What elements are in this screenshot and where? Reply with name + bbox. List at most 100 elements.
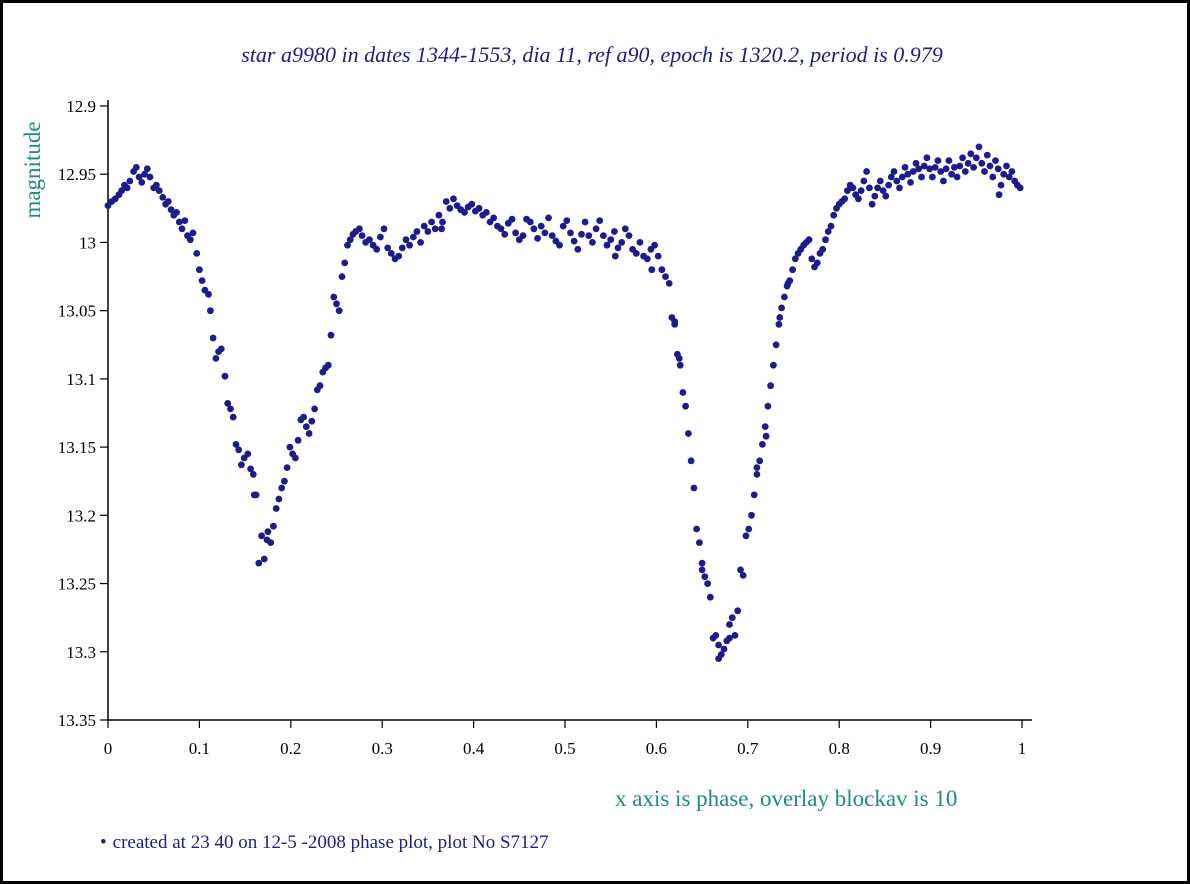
data-point <box>209 334 217 342</box>
data-point <box>918 173 925 181</box>
data-point <box>435 211 443 219</box>
data-point <box>893 177 901 185</box>
data-point <box>890 168 898 175</box>
data-point <box>956 162 964 170</box>
data-point <box>706 593 714 601</box>
data-point <box>212 355 220 362</box>
footnote-bullet: • <box>100 832 107 853</box>
data-point <box>442 198 450 205</box>
data-point <box>308 417 316 425</box>
data-point <box>260 555 268 563</box>
data-point <box>305 430 313 437</box>
data-point <box>264 528 272 536</box>
data-point <box>912 159 920 167</box>
data-point <box>589 239 596 246</box>
data-point <box>123 184 131 192</box>
data-point <box>387 250 395 257</box>
data-point <box>420 222 428 230</box>
data-point <box>335 307 343 315</box>
data-point <box>1003 162 1010 170</box>
data-point <box>648 266 656 274</box>
data-point <box>155 187 163 195</box>
chart-title: star a9980 in dates 1344-1553, dia 11, r… <box>241 42 943 67</box>
data-point <box>651 241 658 249</box>
data-point <box>654 252 662 260</box>
data-point <box>497 225 505 233</box>
data-point <box>402 236 410 244</box>
data-point <box>324 361 332 369</box>
data-point <box>948 170 955 178</box>
data-point <box>942 165 950 173</box>
data-point <box>643 255 651 263</box>
data-point <box>406 241 413 249</box>
y-tick-label: 12.95 <box>58 165 96 184</box>
x-tick-label: 0 <box>104 739 113 758</box>
y-tick-label: 13.2 <box>66 506 96 525</box>
data-point <box>611 228 618 235</box>
data-point <box>446 204 454 212</box>
data-point <box>827 222 835 230</box>
data-point <box>1005 173 1013 181</box>
data-point <box>981 168 988 175</box>
data-point <box>475 204 483 212</box>
data-point <box>813 259 821 267</box>
data-point <box>537 222 545 230</box>
data-point <box>545 214 552 222</box>
data-point <box>972 154 980 162</box>
data-point <box>866 184 873 192</box>
data-point <box>556 241 563 249</box>
data-point <box>739 572 747 579</box>
x-tick-label: 0.8 <box>829 739 850 758</box>
data-point <box>1016 184 1024 192</box>
data-point <box>720 645 728 653</box>
data-point <box>970 164 977 171</box>
data-point <box>377 233 384 241</box>
data-point <box>596 217 604 225</box>
x-tick-label: 0.3 <box>372 739 393 758</box>
data-point <box>250 491 258 499</box>
x-tick-label: 0.9 <box>920 739 941 758</box>
data-point <box>221 372 229 380</box>
data-point <box>292 454 299 462</box>
data-point <box>461 209 468 216</box>
data-point <box>907 179 914 186</box>
data-point <box>776 314 784 321</box>
data-point <box>896 184 903 192</box>
data-point <box>578 230 585 238</box>
data-point <box>937 168 945 175</box>
data-point <box>592 225 600 233</box>
data-point <box>945 157 953 165</box>
data-point <box>316 382 324 390</box>
data-point <box>753 471 761 478</box>
data-point <box>530 225 538 233</box>
data-point <box>548 232 556 240</box>
data-point <box>909 168 917 175</box>
data-point <box>275 495 283 503</box>
data-point <box>270 522 277 530</box>
data-point <box>898 173 906 181</box>
data-point <box>704 580 711 587</box>
data-point <box>791 255 799 263</box>
data-point <box>759 441 766 448</box>
data-point <box>380 225 388 233</box>
data-point <box>278 484 286 492</box>
y-tick-label: 13.35 <box>58 711 96 730</box>
data-point <box>141 170 149 178</box>
data-point <box>428 218 435 226</box>
y-tick-label: 13.1 <box>66 370 96 389</box>
data-point <box>665 280 673 287</box>
data-point <box>742 532 750 540</box>
data-point <box>135 173 143 181</box>
data-point <box>789 266 796 274</box>
data-point <box>959 154 966 162</box>
data-point <box>132 164 140 171</box>
data-point <box>885 181 892 189</box>
data-point <box>756 457 764 465</box>
data-point <box>986 162 994 170</box>
data-point <box>975 143 983 151</box>
data-point <box>726 621 733 628</box>
data-point <box>994 165 1002 173</box>
data-point <box>855 195 862 203</box>
data-point <box>693 525 700 533</box>
